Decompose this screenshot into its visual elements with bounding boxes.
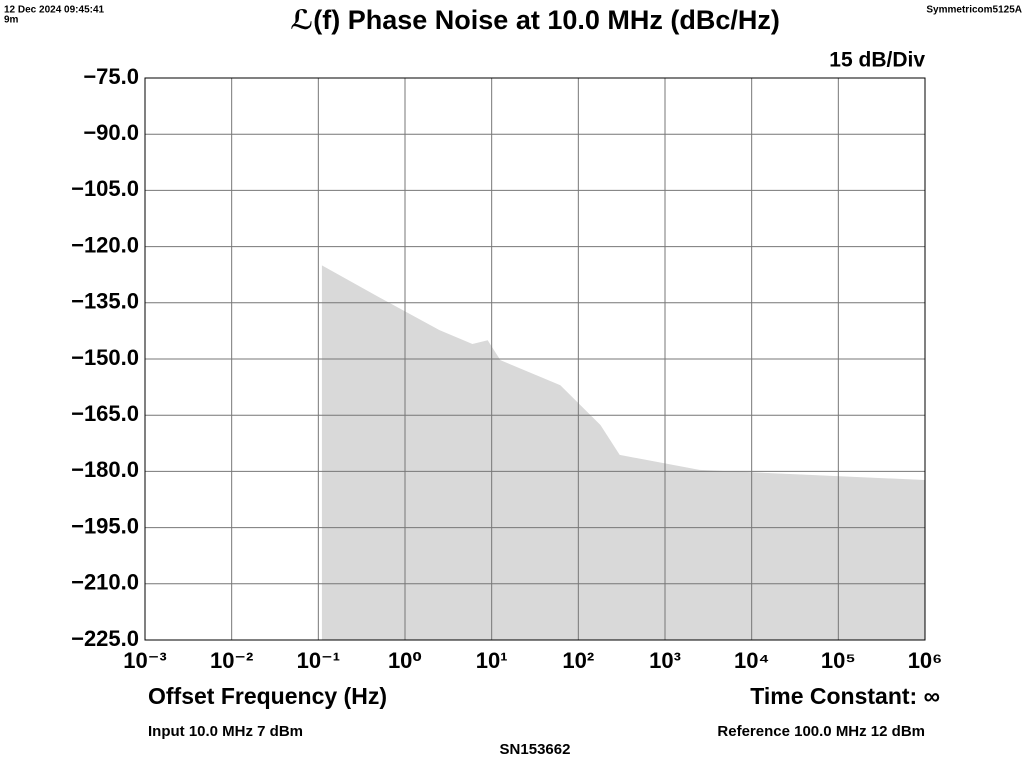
time-constant: Time Constant: ∞: [750, 683, 940, 709]
x-tick-label: 10²: [562, 648, 594, 673]
y-tick-label: −135.0: [71, 289, 139, 314]
y-tick-label: −180.0: [71, 457, 139, 482]
x-tick-label: 10⁴: [734, 648, 769, 673]
timestamp-suffix: 9m: [4, 15, 19, 26]
y-tick-label: −120.0: [71, 232, 139, 257]
input-info: Input 10.0 MHz 7 dBm: [148, 723, 303, 740]
y-tick-label: −195.0: [71, 513, 139, 538]
x-axis-label: Offset Frequency (Hz): [148, 683, 387, 709]
x-tick-label: 10⁻¹: [297, 648, 340, 673]
instrument: Symmetricom5125A: [926, 5, 1022, 16]
x-tick-label: 10⁻²: [210, 648, 253, 673]
y-tick-label: −225.0: [71, 626, 139, 651]
y-tick-label: −210.0: [71, 570, 139, 595]
y-tick-label: −105.0: [71, 176, 139, 201]
plot-frame: [144, 77, 926, 641]
y-tick-label: −165.0: [71, 401, 139, 426]
reference-info: Reference 100.0 MHz 12 dBm: [717, 723, 925, 740]
x-tick-label: 10⁰: [388, 648, 422, 673]
x-tick-label: 10¹: [476, 648, 508, 673]
y-tick-label: −75.0: [83, 64, 139, 89]
y-tick-label: −150.0: [71, 345, 139, 370]
scale-label: 15 dB/Div: [829, 49, 925, 72]
serial: SN153662: [500, 741, 571, 758]
y-tick-label: −90.0: [83, 120, 139, 145]
timestamp: 12 Dec 2024 09:45:41: [4, 5, 105, 16]
x-tick-label: 10³: [649, 648, 681, 673]
x-tick-label: 10⁻³: [123, 648, 166, 673]
x-tick-label: 10⁵: [821, 648, 856, 673]
chart-title: ℒ(f) Phase Noise at 10.0 MHz (dBc/Hz): [290, 5, 780, 35]
x-tick-label: 10⁶: [908, 648, 943, 673]
